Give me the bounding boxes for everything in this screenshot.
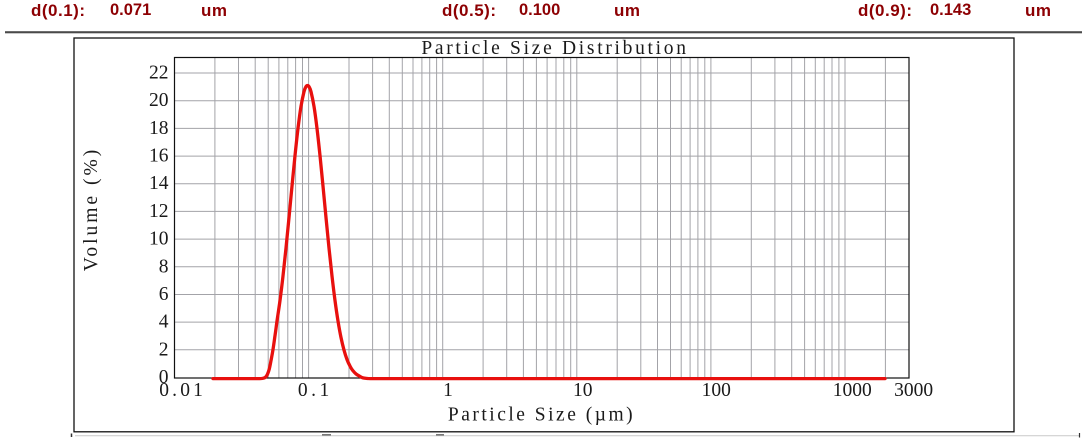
svg-text:10: 10 bbox=[573, 380, 593, 401]
svg-text:1: 1 bbox=[443, 380, 453, 401]
svg-text:0: 0 bbox=[159, 367, 169, 388]
svg-text:14: 14 bbox=[149, 173, 169, 194]
svg-text:1000: 1000 bbox=[833, 380, 872, 401]
svg-text:20: 20 bbox=[149, 90, 169, 111]
svg-text:6: 6 bbox=[159, 284, 169, 305]
svg-text:Particle Size (µm): Particle Size (µm) bbox=[448, 405, 635, 426]
svg-text:22: 22 bbox=[149, 63, 169, 84]
svg-text:12: 12 bbox=[149, 201, 169, 222]
svg-text:16: 16 bbox=[149, 146, 169, 167]
svg-text:100: 100 bbox=[702, 380, 731, 401]
svg-text:4: 4 bbox=[159, 312, 169, 333]
svg-text:Volume (%): Volume (%) bbox=[81, 147, 102, 271]
svg-text:0.01: 0.01 bbox=[159, 380, 206, 401]
svg-text:10: 10 bbox=[149, 229, 169, 250]
svg-text:2: 2 bbox=[159, 339, 169, 360]
svg-text:8: 8 bbox=[159, 256, 169, 277]
svg-text:18: 18 bbox=[149, 118, 169, 139]
svg-text:0.1: 0.1 bbox=[298, 380, 333, 401]
svg-text:3000: 3000 bbox=[894, 380, 933, 401]
svg-text:Particle Size Distribution: Particle Size Distribution bbox=[421, 38, 688, 59]
